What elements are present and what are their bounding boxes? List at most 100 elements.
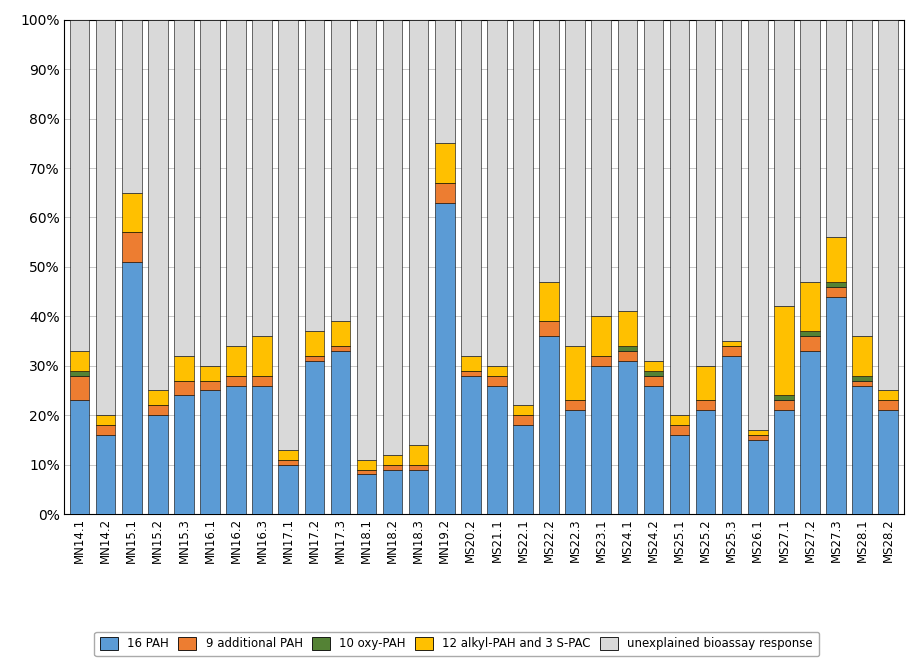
Bar <box>148 390 168 405</box>
Bar <box>774 306 793 395</box>
Bar <box>513 405 533 415</box>
Bar <box>226 20 246 346</box>
Bar <box>305 20 324 331</box>
Bar <box>644 376 663 386</box>
Bar <box>96 425 115 435</box>
Bar <box>96 20 115 415</box>
Bar <box>174 20 194 356</box>
Bar <box>774 395 793 401</box>
Bar <box>331 322 351 346</box>
Bar <box>592 366 611 514</box>
Bar <box>748 435 768 440</box>
Bar <box>357 469 376 474</box>
Bar <box>644 361 663 370</box>
Bar <box>878 390 898 401</box>
Bar <box>565 346 585 401</box>
Bar <box>252 336 272 376</box>
Bar <box>252 20 272 336</box>
Bar <box>800 20 820 282</box>
Bar <box>513 415 533 425</box>
Bar <box>331 351 351 514</box>
Bar <box>409 465 428 469</box>
Bar <box>826 297 845 514</box>
Bar <box>670 415 689 425</box>
Bar <box>461 370 480 376</box>
Bar <box>488 376 507 386</box>
Bar <box>69 351 89 370</box>
Bar <box>513 425 533 514</box>
Bar <box>774 410 793 514</box>
Bar <box>696 401 716 410</box>
Bar <box>122 20 142 193</box>
Legend: 16 PAH, 9 additional PAH, 10 oxy-PAH, 12 alkyl-PAH and 3 S-PAC, unexplained bioa: 16 PAH, 9 additional PAH, 10 oxy-PAH, 12… <box>94 631 819 656</box>
Bar <box>774 401 793 410</box>
Bar <box>513 20 533 405</box>
Bar <box>853 380 872 386</box>
Bar <box>148 405 168 415</box>
Bar <box>878 410 898 514</box>
Bar <box>853 336 872 376</box>
Bar <box>409 20 428 445</box>
Bar <box>617 346 637 351</box>
Bar <box>357 460 376 469</box>
Bar <box>878 20 898 390</box>
Bar <box>461 376 480 514</box>
Bar <box>565 410 585 514</box>
Bar <box>96 435 115 514</box>
Bar <box>200 366 220 380</box>
Bar <box>722 341 741 346</box>
Bar <box>435 203 455 514</box>
Bar <box>409 469 428 514</box>
Bar <box>722 356 741 514</box>
Bar <box>435 143 455 183</box>
Bar <box>540 20 559 281</box>
Bar <box>69 20 89 351</box>
Bar <box>722 20 741 341</box>
Bar <box>148 415 168 514</box>
Bar <box>853 20 872 336</box>
Bar <box>122 232 142 262</box>
Bar <box>383 469 403 514</box>
Bar <box>774 20 793 306</box>
Bar <box>409 445 428 465</box>
Bar <box>540 282 559 322</box>
Bar <box>853 386 872 514</box>
Bar <box>96 415 115 425</box>
Bar <box>461 20 480 356</box>
Bar <box>722 346 741 356</box>
Bar <box>252 376 272 386</box>
Bar <box>592 20 611 316</box>
Bar <box>800 336 820 351</box>
Bar <box>226 386 246 514</box>
Bar <box>383 465 403 469</box>
Bar <box>435 183 455 203</box>
Bar <box>488 20 507 366</box>
Bar <box>69 370 89 376</box>
Bar <box>435 20 455 143</box>
Bar <box>696 410 716 514</box>
Bar <box>540 322 559 336</box>
Bar <box>565 401 585 410</box>
Bar <box>331 20 351 322</box>
Bar <box>357 474 376 514</box>
Bar <box>670 425 689 435</box>
Bar <box>122 192 142 233</box>
Bar <box>592 316 611 356</box>
Bar <box>800 282 820 331</box>
Bar <box>69 376 89 400</box>
Bar <box>226 376 246 386</box>
Bar <box>174 395 194 514</box>
Bar <box>305 331 324 356</box>
Bar <box>488 386 507 514</box>
Bar <box>174 381 194 395</box>
Bar <box>696 20 716 366</box>
Bar <box>252 386 272 514</box>
Bar <box>617 361 637 514</box>
Bar <box>226 346 246 376</box>
Bar <box>305 356 324 361</box>
Bar <box>383 455 403 465</box>
Bar <box>200 390 220 514</box>
Bar <box>748 430 768 435</box>
Bar <box>826 20 845 237</box>
Bar <box>617 351 637 361</box>
